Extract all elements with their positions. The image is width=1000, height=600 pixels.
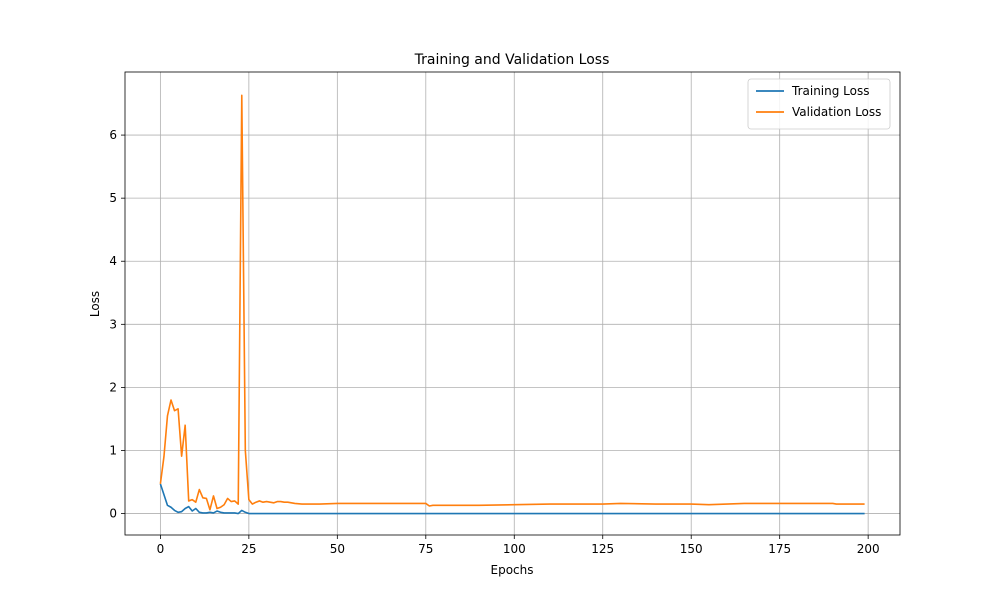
legend-label-training-loss: Training Loss: [791, 84, 869, 98]
x-tick-label: 175: [768, 542, 791, 556]
y-tick-label: 0: [109, 507, 117, 521]
chart-title: Training and Validation Loss: [414, 52, 610, 68]
x-tick-label: 75: [418, 542, 433, 556]
x-tick-label: 25: [241, 542, 256, 556]
y-axis-label: Loss: [88, 291, 102, 317]
y-tick-label: 5: [109, 191, 117, 205]
legend-label-validation-loss: Validation Loss: [792, 105, 881, 119]
axes-frame: [124, 71, 901, 536]
x-tick-label: 200: [857, 542, 880, 556]
y-tick-label: 2: [109, 380, 117, 394]
x-tick-label: 0: [157, 542, 165, 556]
y-tick-label: 3: [109, 317, 117, 331]
x-tick-label: 150: [680, 542, 703, 556]
x-tick-label: 125: [591, 542, 614, 556]
x-tick-label: 100: [503, 542, 526, 556]
training-loss-line: [159, 483, 865, 515]
y-tick-label: 4: [109, 254, 117, 268]
validation-loss-line: [159, 94, 865, 511]
y-tick-label: 1: [109, 443, 117, 457]
plot-area: 0 25 50 75 100 125 150 175 200 0 1 2 3 4 5 6 Training Lo…: [109, 71, 901, 556]
y-tick-label: 6: [109, 128, 117, 142]
x-axis-label: Epochs: [491, 563, 534, 577]
x-tick-label: 50: [330, 542, 345, 556]
